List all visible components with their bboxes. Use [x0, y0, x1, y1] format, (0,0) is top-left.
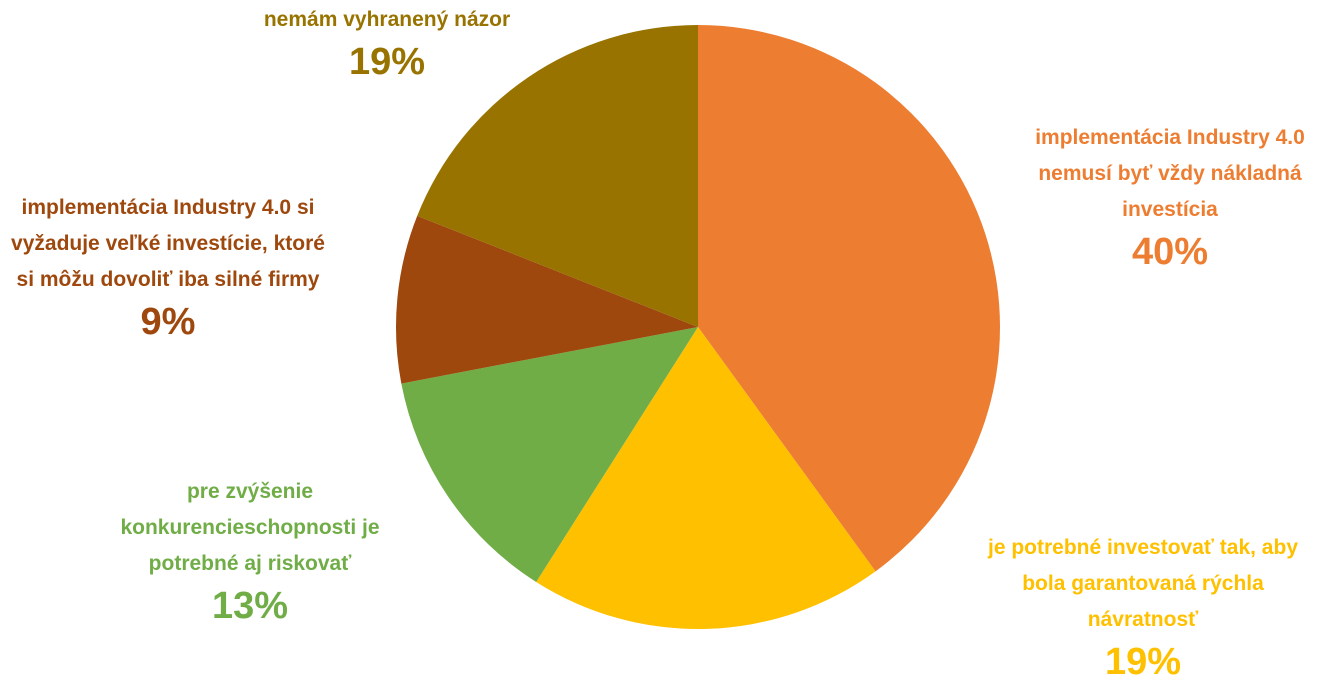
pie-slice: [396, 215, 698, 384]
value-label: 19%: [348, 41, 426, 83]
value-label: 40%: [1131, 231, 1209, 273]
slice-label: nemám vyhranený názor 19%: [177, 2, 597, 86]
category-label: nemám vyhranený názor: [263, 8, 511, 31]
value-label: 9%: [140, 301, 196, 343]
value-label: 13%: [211, 585, 289, 627]
slice-label: pre zvýšenie konkurencieschopnosti je po…: [105, 474, 395, 630]
pie-slice: [536, 327, 876, 630]
category-label: je potrebné investovať tak, aby bola gar…: [988, 536, 1298, 631]
slice-label: je potrebné investovať tak, aby bola gar…: [978, 530, 1308, 686]
slice-label: implementácia Industry 4.0 si vyžaduje v…: [3, 190, 333, 346]
pie-slice: [417, 25, 698, 327]
pie-slice: [698, 25, 1000, 572]
value-label: 19%: [1104, 641, 1182, 683]
category-label: pre zvýšenie konkurencieschopnosti je po…: [120, 480, 380, 575]
slice-label: implementácia Industry 4.0 nemusí byť vž…: [1005, 120, 1332, 276]
pie-slice: [401, 327, 698, 582]
category-label: implementácia Industry 4.0 si vyžaduje v…: [11, 196, 325, 291]
category-label: implementácia Industry 4.0 nemusí byť vž…: [1035, 126, 1305, 221]
